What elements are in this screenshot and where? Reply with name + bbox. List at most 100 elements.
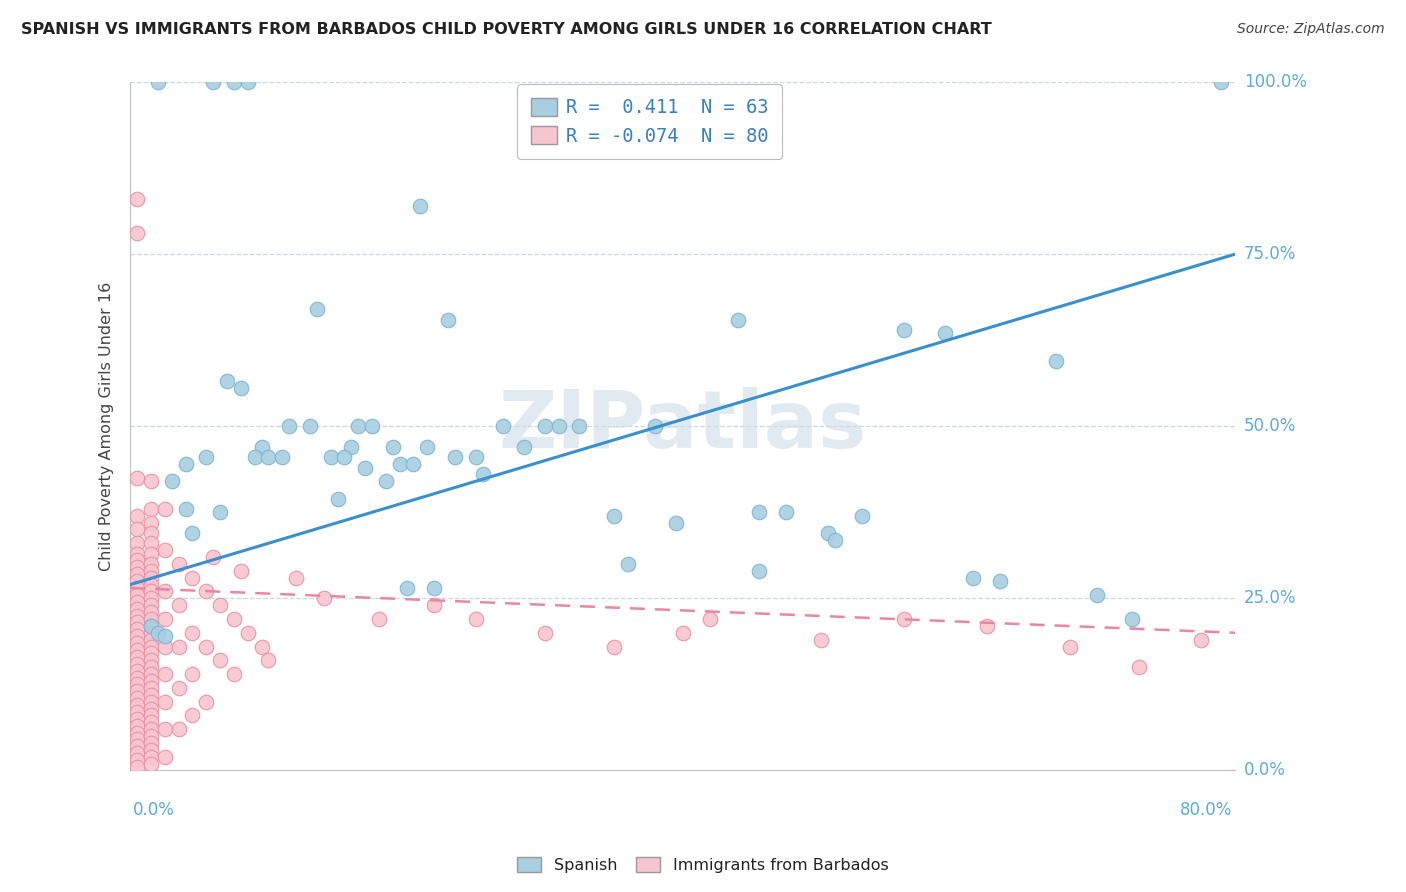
Point bbox=[319, 450, 342, 465]
Point bbox=[1059, 640, 1081, 654]
Point bbox=[222, 612, 245, 626]
Point bbox=[139, 619, 162, 633]
Point bbox=[851, 508, 873, 523]
Point bbox=[547, 419, 569, 434]
Point bbox=[699, 612, 721, 626]
Point bbox=[464, 612, 486, 626]
Point bbox=[153, 722, 176, 736]
Legend: Spanish, Immigrants from Barbados: Spanish, Immigrants from Barbados bbox=[510, 851, 896, 880]
Text: 75.0%: 75.0% bbox=[1244, 245, 1296, 263]
Point bbox=[181, 571, 204, 585]
Point bbox=[127, 657, 149, 671]
Point bbox=[209, 599, 232, 613]
Point bbox=[127, 588, 149, 602]
Point bbox=[146, 75, 169, 89]
Point bbox=[127, 698, 149, 712]
Point bbox=[139, 501, 162, 516]
Point bbox=[127, 636, 149, 650]
Point bbox=[139, 612, 162, 626]
Point bbox=[278, 419, 301, 434]
Point bbox=[533, 419, 555, 434]
Point bbox=[139, 557, 162, 571]
Point bbox=[139, 722, 162, 736]
Point bbox=[195, 695, 218, 709]
Point bbox=[347, 419, 370, 434]
Point bbox=[368, 612, 391, 626]
Point bbox=[139, 640, 162, 654]
Point bbox=[229, 564, 252, 578]
Point bbox=[139, 591, 162, 606]
Point bbox=[257, 450, 280, 465]
Point bbox=[174, 457, 197, 471]
Point bbox=[153, 584, 176, 599]
Point bbox=[250, 440, 273, 454]
Point bbox=[139, 660, 162, 674]
Point bbox=[139, 695, 162, 709]
Point bbox=[568, 419, 591, 434]
Point bbox=[361, 419, 384, 434]
Point bbox=[181, 525, 204, 540]
Point bbox=[298, 419, 321, 434]
Point bbox=[139, 729, 162, 743]
Point bbox=[127, 643, 149, 657]
Point bbox=[127, 595, 149, 609]
Point bbox=[139, 688, 162, 702]
Point bbox=[533, 625, 555, 640]
Point bbox=[444, 450, 467, 465]
Point bbox=[229, 381, 252, 395]
Point bbox=[139, 756, 162, 771]
Point bbox=[271, 450, 294, 465]
Point bbox=[1045, 354, 1067, 368]
Point bbox=[167, 681, 190, 695]
Point bbox=[409, 199, 432, 213]
Point bbox=[127, 753, 149, 767]
Point bbox=[139, 667, 162, 681]
Point bbox=[139, 584, 162, 599]
Point bbox=[127, 623, 149, 637]
Point bbox=[127, 574, 149, 588]
Text: 50.0%: 50.0% bbox=[1244, 417, 1296, 435]
Point bbox=[1211, 75, 1233, 89]
Point bbox=[127, 567, 149, 582]
Point bbox=[139, 564, 162, 578]
Point bbox=[127, 732, 149, 747]
Point bbox=[139, 619, 162, 633]
Point bbox=[127, 615, 149, 630]
Point bbox=[1237, 75, 1260, 89]
Point bbox=[139, 736, 162, 750]
Point bbox=[1121, 612, 1143, 626]
Point bbox=[167, 557, 190, 571]
Point bbox=[934, 326, 956, 341]
Point bbox=[139, 525, 162, 540]
Point bbox=[127, 629, 149, 643]
Point bbox=[127, 691, 149, 706]
Point bbox=[381, 440, 404, 454]
Point bbox=[153, 612, 176, 626]
Point bbox=[354, 460, 377, 475]
Point bbox=[416, 440, 439, 454]
Point bbox=[127, 739, 149, 754]
Point bbox=[215, 375, 238, 389]
Point bbox=[388, 457, 411, 471]
Point bbox=[395, 581, 418, 595]
Point bbox=[127, 553, 149, 567]
Point bbox=[644, 419, 666, 434]
Point bbox=[202, 75, 225, 89]
Point bbox=[202, 549, 225, 564]
Point bbox=[139, 577, 162, 591]
Point bbox=[1128, 660, 1150, 674]
Point bbox=[139, 516, 162, 530]
Point bbox=[402, 457, 425, 471]
Point bbox=[127, 719, 149, 733]
Point bbox=[139, 673, 162, 688]
Point bbox=[748, 505, 770, 519]
Point bbox=[727, 312, 749, 326]
Point bbox=[775, 505, 797, 519]
Point bbox=[236, 625, 259, 640]
Point bbox=[181, 708, 204, 723]
Point bbox=[139, 715, 162, 730]
Point bbox=[423, 599, 446, 613]
Point bbox=[665, 516, 688, 530]
Point bbox=[222, 667, 245, 681]
Point bbox=[423, 581, 446, 595]
